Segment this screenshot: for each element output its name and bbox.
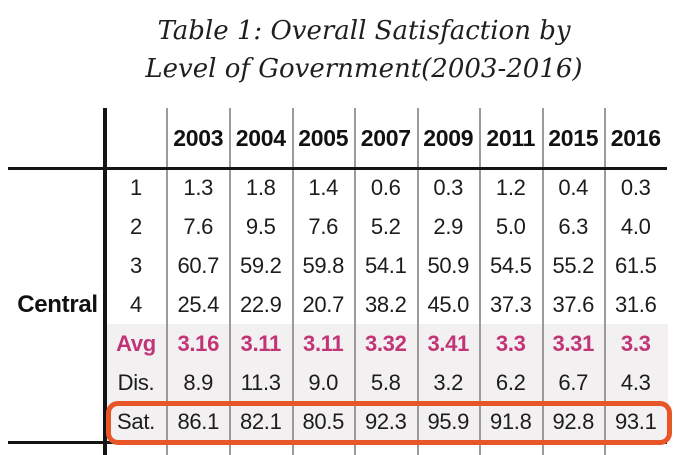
data-cell: 3.11	[303, 330, 344, 356]
data-cell: 91.8	[489, 408, 532, 434]
data-cell: 3.31	[552, 330, 595, 356]
data-cell: 3.3	[620, 330, 651, 356]
data-cell: 82.1	[239, 408, 282, 434]
row-label: Dis.	[117, 369, 155, 395]
data-cell: 59.2	[239, 252, 282, 278]
data-cell: 3.2	[433, 369, 464, 395]
data-cell: 0.3	[620, 174, 651, 200]
data-cell: 7.6	[183, 213, 214, 239]
data-cell: 2.9	[433, 213, 464, 239]
year-header: 2016	[610, 124, 661, 151]
data-cell: 54.1	[364, 252, 407, 278]
data-cell: 3.32	[364, 330, 407, 356]
row-label: Avg	[116, 330, 156, 356]
sat-row-highlight-box	[106, 401, 672, 445]
data-cell: 95.9	[427, 408, 470, 434]
data-cell: 4.3	[620, 369, 651, 395]
column-gridline	[354, 108, 356, 455]
data-cell: 4.0	[620, 213, 651, 239]
data-cell: 8.9	[183, 369, 214, 395]
year-header: 2007	[360, 124, 411, 151]
data-cell: 3.16	[177, 330, 220, 356]
column-gridline	[229, 108, 231, 455]
column-gridline	[479, 108, 481, 455]
data-cell: 20.7	[302, 291, 345, 317]
satisfaction-table: Central 2003 2004 2005 2007 2009 2011 2015 2016…	[10, 108, 667, 441]
data-cell: 50.9	[427, 252, 470, 278]
row-label: 1	[130, 174, 142, 200]
data-cell: 45.0	[427, 291, 470, 317]
data-cell: 0.4	[558, 174, 589, 200]
data-cell: 60.7	[177, 252, 220, 278]
row-label: Sat.	[117, 408, 155, 434]
data-cell: 6.2	[495, 369, 526, 395]
data-cell: 6.7	[558, 369, 589, 395]
data-cell: 92.8	[552, 408, 595, 434]
column-gridline	[416, 108, 419, 455]
year-header: 2005	[298, 124, 349, 151]
data-cell: 61.5	[614, 252, 657, 278]
data-cell: 3.11	[240, 330, 282, 356]
column-gridline	[541, 108, 544, 455]
year-header: 2004	[235, 124, 286, 151]
data-cell: 22.9	[239, 291, 282, 317]
group-separator-line	[103, 108, 107, 455]
data-cell: 6.3	[558, 213, 589, 239]
data-cell: 38.2	[364, 291, 407, 317]
data-cell: 5.8	[370, 369, 401, 395]
data-cell: 1.8	[245, 174, 276, 200]
year-header: 2003	[173, 124, 224, 151]
data-cell: 7.6	[308, 213, 339, 239]
data-cell: 54.5	[489, 252, 532, 278]
shaded-rows-background	[105, 324, 668, 441]
data-cell: 5.2	[370, 213, 401, 239]
table-title-line2: Level of Government(2003-2016)	[145, 54, 583, 84]
column-gridline	[604, 108, 606, 455]
table-title: Table 1: Overall Satisfaction by Level o…	[0, 12, 700, 88]
data-cell: 0.3	[433, 174, 464, 200]
table-title-line1: Table 1: Overall Satisfaction by	[157, 16, 571, 46]
data-cell: 37.6	[552, 291, 595, 317]
data-cell: 37.3	[489, 291, 532, 317]
data-cell: 11.3	[240, 369, 281, 395]
data-cell: 80.5	[302, 408, 345, 434]
row-label: 3	[130, 252, 142, 278]
data-cell: 9.0	[308, 369, 339, 395]
data-cell: 1.2	[495, 174, 526, 200]
group-label: Central	[17, 290, 98, 318]
data-cell: 93.1	[614, 408, 657, 434]
data-cell: 5.0	[495, 213, 526, 239]
column-gridline	[291, 108, 294, 455]
data-cell: 1.3	[183, 174, 214, 200]
data-cell: 9.5	[245, 213, 276, 239]
data-cell: 3.41	[427, 330, 470, 356]
year-header: 2009	[423, 124, 474, 151]
data-cell: 59.8	[302, 252, 345, 278]
data-cell: 3.3	[495, 330, 526, 356]
column-gridline	[166, 108, 168, 455]
row-label: 4	[130, 291, 142, 317]
data-cell: 0.6	[370, 174, 401, 200]
data-cell: 25.4	[177, 291, 220, 317]
data-cell: 1.4	[308, 174, 339, 200]
header-rule	[8, 166, 667, 170]
year-header: 2015	[548, 124, 599, 151]
data-cell: 92.3	[364, 408, 407, 434]
data-cell: 86.1	[177, 408, 220, 434]
row-label: 2	[130, 213, 142, 239]
year-header: 2011	[486, 124, 536, 151]
data-cell: 31.6	[614, 291, 657, 317]
data-cell: 55.2	[552, 252, 595, 278]
